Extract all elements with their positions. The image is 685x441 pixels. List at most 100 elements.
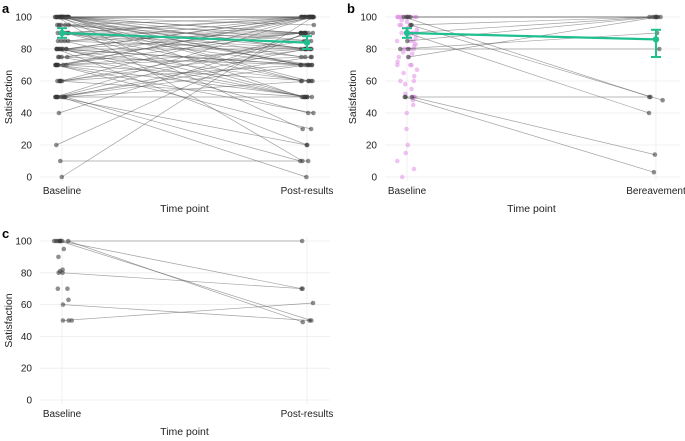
followup-point xyxy=(646,94,652,100)
baseline-only-point xyxy=(399,174,405,180)
baseline-point xyxy=(58,46,63,52)
mean-point xyxy=(652,36,660,43)
x-axis-title: Time point xyxy=(507,203,556,215)
x-tick-label: Baseline xyxy=(43,186,82,197)
baseline-point xyxy=(55,38,61,44)
x-axis-title: Time point xyxy=(160,203,209,215)
baseline-only-point xyxy=(395,62,400,68)
paired-line xyxy=(68,240,303,323)
followup-point xyxy=(300,286,305,292)
baseline-only-point xyxy=(413,35,419,41)
followup-point xyxy=(646,110,652,116)
y-axis-title: Satisfaction xyxy=(3,70,15,124)
baseline-only-point xyxy=(69,318,75,323)
followup-point xyxy=(298,62,303,68)
paired-line xyxy=(404,96,655,173)
mean-point xyxy=(303,39,311,46)
baseline-point xyxy=(59,174,65,180)
followup-point xyxy=(311,110,316,116)
baseline-point xyxy=(53,94,59,100)
followup-point xyxy=(306,30,311,36)
paired-line xyxy=(66,64,313,82)
paired-line xyxy=(62,272,303,290)
followup-point xyxy=(305,110,311,116)
baseline-only-point xyxy=(400,49,406,55)
baseline-only-point xyxy=(414,67,420,73)
baseline-only-point xyxy=(55,286,61,292)
baseline-only-point xyxy=(411,166,417,172)
paired-line xyxy=(60,24,306,34)
followup-point xyxy=(308,78,314,84)
paired-line xyxy=(62,304,310,321)
paired-line xyxy=(410,24,663,101)
paired-line xyxy=(55,96,307,146)
panel-letter: c xyxy=(2,226,9,241)
mean-point xyxy=(403,29,411,37)
baseline-point xyxy=(58,94,64,100)
panel-letter: a xyxy=(2,1,10,16)
baseline-point xyxy=(60,302,66,307)
followup-point xyxy=(657,46,662,52)
baseline-point xyxy=(60,270,65,276)
baseline-point xyxy=(65,238,71,244)
followup-point xyxy=(299,78,305,84)
baseline-point xyxy=(60,318,66,323)
followup-point xyxy=(310,300,316,306)
x-tick-label: Bereavement xyxy=(626,186,685,197)
followup-point xyxy=(660,97,665,103)
followup-point xyxy=(308,54,314,60)
followup-point xyxy=(302,30,307,36)
baseline-point xyxy=(57,54,62,60)
y-tick-label: 20 xyxy=(366,141,378,152)
paired-line xyxy=(56,48,309,82)
followup-point xyxy=(303,94,308,100)
baseline-only-point xyxy=(396,14,401,20)
y-tick-label: 40 xyxy=(21,109,33,120)
paired-line xyxy=(55,16,312,98)
baseline-only-point xyxy=(411,78,417,84)
baseline-only-point xyxy=(56,270,61,276)
followup-point xyxy=(655,14,661,20)
baseline-point xyxy=(406,54,411,60)
paired-line xyxy=(66,16,309,50)
baseline-point xyxy=(408,22,413,28)
baseline-only-point xyxy=(396,54,402,60)
baseline-only-point xyxy=(398,78,403,84)
paired-line xyxy=(407,16,657,42)
y-tick-label: 60 xyxy=(21,77,33,88)
followup-point xyxy=(304,142,310,148)
baseline-only-point xyxy=(61,246,67,252)
baseline-only-point xyxy=(411,73,417,79)
paired-line xyxy=(56,32,301,66)
y-axis-title: Satisfaction xyxy=(347,70,359,124)
y-tick-label: 80 xyxy=(21,268,33,279)
followup-point xyxy=(307,318,312,323)
baseline-only-point xyxy=(411,38,416,44)
followup-point xyxy=(304,174,309,180)
baseline-only-point xyxy=(66,297,71,303)
x-axis-title: Time point xyxy=(160,426,209,438)
panel-letter: b xyxy=(347,1,355,16)
paired-line xyxy=(68,16,314,34)
paired-line xyxy=(411,96,655,155)
panel-a: a 0 20 40 60 80 100 Baseline Post-results Time po… xyxy=(2,1,333,215)
baseline-point xyxy=(405,38,410,44)
paired-line xyxy=(61,32,302,58)
followup-point xyxy=(300,126,306,132)
baseline-only-point xyxy=(410,102,416,108)
followup-point xyxy=(300,319,306,325)
paired-line xyxy=(411,16,653,26)
followup-point xyxy=(652,152,658,157)
paired-line xyxy=(60,64,301,82)
y-tick-label: 100 xyxy=(360,13,377,24)
followup-point xyxy=(310,14,316,20)
baseline-point xyxy=(57,158,63,164)
followup-point xyxy=(310,30,316,36)
baseline-point xyxy=(55,78,60,84)
paired-line xyxy=(64,40,304,98)
baseline-only-point xyxy=(405,142,411,148)
baseline-point xyxy=(405,46,411,52)
panel-b: b 0 20 40 60 80 100 Baseline Bereavement Time poi… xyxy=(347,1,685,215)
followup-point xyxy=(305,158,311,164)
y-tick-label: 80 xyxy=(366,45,378,56)
